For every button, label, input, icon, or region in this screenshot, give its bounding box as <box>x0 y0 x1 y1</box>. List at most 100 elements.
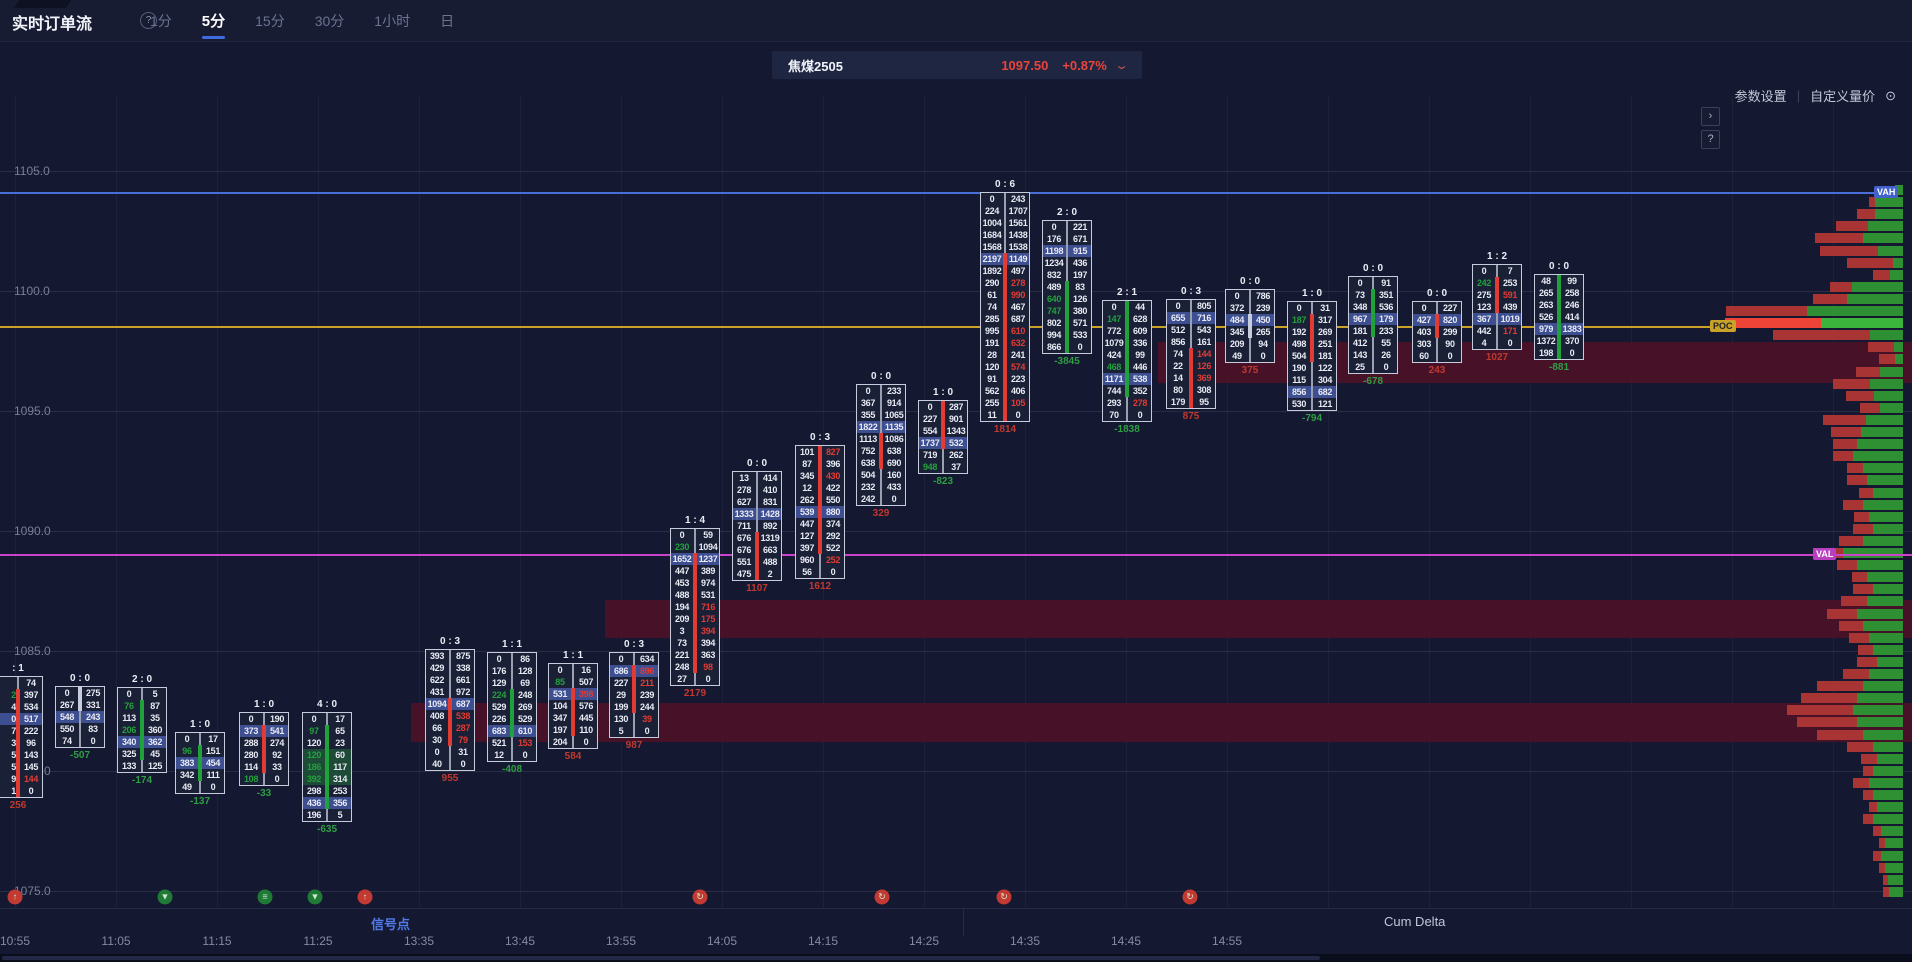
footprint-row: 960 252 <box>796 554 844 566</box>
ask-cell: 1237 <box>698 554 718 564</box>
custom-volume-price-button[interactable]: 自定义量价 <box>1810 89 1876 104</box>
column-box: 0 91 73 351 348 536 967 179 181 233 412 55 143 26 25 0 <box>1348 276 1398 374</box>
tab-15分[interactable]: 15分 <box>255 12 285 29</box>
profile-bar-red <box>1853 523 1873 534</box>
bid-cell: 248 <box>674 662 690 672</box>
footprint-row: 262 550 <box>796 494 844 506</box>
ask-cell: 269 <box>1317 327 1333 337</box>
ask-cell: 827 <box>825 447 841 457</box>
footprint-row: 133 125 <box>118 760 166 772</box>
ask-cell: 336 <box>1132 338 1148 348</box>
bid-cell: 97 <box>309 726 319 736</box>
bid-cell: 265 <box>1538 288 1554 298</box>
tab-5分[interactable]: 5分 <box>200 0 227 41</box>
profile-bar-red <box>1853 777 1869 788</box>
signal-down-icon: ≡ <box>257 889 273 905</box>
bid-cell: 562 <box>984 386 1000 396</box>
bid-cell: 87 <box>802 459 812 469</box>
footprint-row: 114 33 <box>240 761 288 773</box>
bid-cell: 0 <box>184 734 190 744</box>
profile-bar-red <box>1833 439 1857 450</box>
footprint-row: 627 831 <box>733 496 781 508</box>
profile-bar-red <box>1833 451 1853 462</box>
target-icon[interactable]: ⊙ <box>1885 87 1896 103</box>
ask-cell: 831 <box>762 497 778 507</box>
imbalance-band <box>605 600 1912 638</box>
footprint-row: 9 144 <box>0 773 42 785</box>
bid-cell: 0 <box>865 386 871 396</box>
footprint-row: 994 533 <box>1043 329 1091 341</box>
bid-cell: 0 <box>496 654 502 664</box>
profile-bar-green <box>1873 790 1903 800</box>
chevron-down-icon[interactable]: ⌄ <box>1114 59 1129 72</box>
bid-cell: 1568 <box>982 242 1002 252</box>
bid-cell: 74 <box>1173 349 1183 359</box>
ask-cell: 44 <box>1135 302 1145 312</box>
tab-30分[interactable]: 30分 <box>314 12 345 29</box>
bid-cell: 0 <box>1357 278 1363 288</box>
ask-cell: 258 <box>1564 288 1580 298</box>
footprint-row: 719 262 <box>919 449 967 461</box>
bid-cell: 224 <box>984 206 1000 216</box>
bid-cell: 13 <box>739 473 749 483</box>
ask-cell: 17 <box>335 714 345 724</box>
bid-cell: 181 <box>1352 326 1368 336</box>
column-box: 0 16 85 507 531 398 104 576 347 445 197 110 204 0 <box>548 663 598 749</box>
footprint-row: 176 671 <box>1043 233 1091 245</box>
scrollbar-thumb[interactable] <box>2 956 1320 960</box>
ask-cell: 550 <box>825 495 841 505</box>
column-header: 1 : 0 <box>932 387 954 398</box>
footprint-row: 0 16 <box>549 664 597 676</box>
footprint-row: 197 110 <box>549 724 597 736</box>
tab-1分[interactable]: 1分 <box>150 12 172 29</box>
bid-cell: 199 <box>613 702 629 712</box>
footprint-row: 367 914 <box>857 397 905 409</box>
bid-cell: 209 <box>1229 339 1245 349</box>
instrument-selector[interactable]: 焦煤2505 1097.50 +0.87% ⌄ <box>772 51 1142 79</box>
ask-cell: 0 <box>1507 338 1513 348</box>
ask-cell: 96 <box>26 738 36 748</box>
footprint-row: 227 211 <box>610 677 658 689</box>
tab-日[interactable]: 日 <box>440 12 455 29</box>
footprint-row: 56 0 <box>796 566 844 578</box>
ask-cell: 389 <box>700 566 716 576</box>
bid-cell: 123 <box>1476 302 1492 312</box>
bid-cell: 7 <box>11 726 16 736</box>
bid-cell: 408 <box>429 711 445 721</box>
ask-cell: 92 <box>272 750 282 760</box>
footprint-row: 227 901 <box>919 413 967 425</box>
profile-bar-red <box>1817 729 1863 740</box>
help-icon[interactable]: ? <box>140 12 157 29</box>
level-badge-val: VAL <box>1813 548 1837 560</box>
ask-cell: 39 <box>642 714 652 724</box>
column-delta: -33 <box>256 788 272 799</box>
footprint-row: 504 160 <box>857 469 905 481</box>
time-label: 14:45 <box>1110 934 1142 948</box>
footprint-row: 489 83 <box>1043 281 1091 293</box>
bid-cell: 227 <box>922 414 938 424</box>
profile-bar-green <box>1873 814 1903 825</box>
delta-bar <box>1435 314 1439 338</box>
tab-1小时[interactable]: 1小时 <box>374 12 411 29</box>
footprint-row: 0 221 <box>1043 221 1091 233</box>
bid-cell: 76 <box>124 701 134 711</box>
bottom-panel-border <box>0 908 1912 909</box>
ask-cell: 360 <box>147 725 163 735</box>
question-button[interactable]: ? <box>1701 130 1720 149</box>
profile-bar-green <box>1869 632 1903 643</box>
bid-cell: 367 <box>860 398 876 408</box>
delta-bar <box>1371 289 1375 337</box>
delta-bar <box>941 401 945 449</box>
bid-cell: 948 <box>922 462 938 472</box>
bid-cell: 1198 <box>1044 246 1064 256</box>
ask-cell: 446 <box>1132 362 1148 372</box>
signal-up-icon: ↑ <box>357 889 373 905</box>
bid-cell: 192 <box>1291 327 1307 337</box>
bid-cell: 550 <box>59 724 75 734</box>
profile-bar-red <box>1841 596 1867 607</box>
bid-cell: 280 <box>243 750 259 760</box>
expand-button[interactable]: › <box>1701 107 1720 126</box>
profile-bar-red <box>1827 608 1857 619</box>
settings-button[interactable]: 参数设置 <box>1734 89 1787 104</box>
